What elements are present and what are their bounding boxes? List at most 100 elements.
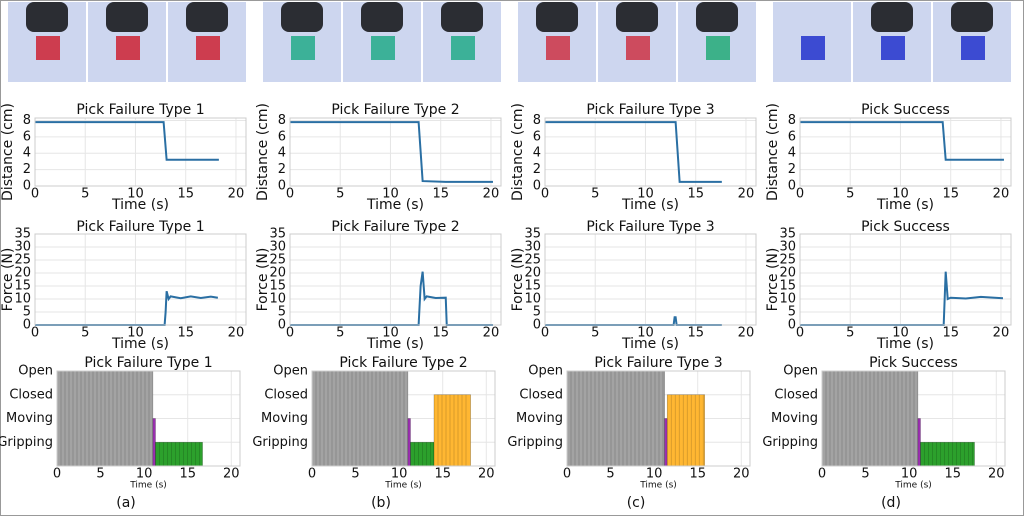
x-tick-label: 10 xyxy=(637,326,654,341)
x-tick-label: 5 xyxy=(336,326,344,341)
caption: (d) xyxy=(881,495,901,511)
plot-frame xyxy=(311,370,496,467)
x-tick-label: 5 xyxy=(96,467,104,482)
object xyxy=(291,36,315,60)
x-tick-label: 15 xyxy=(942,326,959,341)
plot-frame xyxy=(289,233,502,326)
x-axis-label: Time (s) xyxy=(366,336,424,352)
x-tick-label: 20 xyxy=(483,326,500,341)
x-tick-label: 5 xyxy=(591,326,599,341)
data-line xyxy=(800,271,1004,326)
state-bar xyxy=(666,394,705,467)
chart-title: Pick Failure Type 3 xyxy=(586,219,714,235)
state-bar xyxy=(664,418,668,467)
gripper xyxy=(106,2,148,32)
y-tick-label: 25 xyxy=(524,253,541,268)
gripper xyxy=(441,2,483,32)
x-tick-label: 15 xyxy=(687,187,704,202)
x-axis-label: Time (s) xyxy=(894,481,932,491)
x-tick-label: 20 xyxy=(478,467,495,482)
x-axis-label: Time (s) xyxy=(621,197,679,213)
plot-area xyxy=(544,233,757,326)
gripper xyxy=(616,2,658,32)
x-axis-label: Time (s) xyxy=(366,197,424,213)
y-tick-label: 0 xyxy=(23,179,31,194)
chart-title: Pick Failure Type 1 xyxy=(84,355,212,371)
gripper xyxy=(26,2,68,32)
caption: (a) xyxy=(116,495,136,511)
y-axis-label: Distance (cm) xyxy=(765,103,781,201)
y-tick-label: Moving xyxy=(261,411,308,426)
x-tick-label: 20 xyxy=(228,187,245,202)
y-tick-label: 5 xyxy=(23,305,31,320)
state-bar xyxy=(56,370,154,467)
y-tick-label: 20 xyxy=(269,266,286,281)
chart-title: Pick Failure Type 2 xyxy=(331,102,459,118)
x-axis-label: Time (s) xyxy=(384,481,422,491)
y-tick-label: 15 xyxy=(779,279,796,294)
chart-title: Pick Failure Type 3 xyxy=(586,102,714,118)
object xyxy=(801,36,825,60)
y-tick-label: 8 xyxy=(23,113,31,128)
chart-title: Pick Success xyxy=(861,102,950,118)
y-tick-label: Moving xyxy=(516,411,563,426)
y-tick-label: 5 xyxy=(278,305,286,320)
x-tick-label: 5 xyxy=(81,326,89,341)
x-tick-label: 5 xyxy=(81,187,89,202)
y-axis-label: Force (N) xyxy=(765,248,781,312)
y-tick-label: 20 xyxy=(14,266,31,281)
x-axis-label: Time (s) xyxy=(621,336,679,352)
y-tick-label: 6 xyxy=(278,129,286,144)
x-tick-label: 5 xyxy=(846,326,854,341)
y-tick-label: 35 xyxy=(14,227,31,242)
state-bar xyxy=(433,394,471,467)
plot-frame xyxy=(566,370,751,467)
state-bar xyxy=(152,418,156,467)
plot-frame xyxy=(56,370,241,467)
x-tick-label: 15 xyxy=(942,187,959,202)
y-tick-label: 0 xyxy=(788,318,796,333)
y-tick-label: Open xyxy=(18,364,53,379)
x-tick-label: 20 xyxy=(223,467,240,482)
x-tick-label: 0 xyxy=(563,467,571,482)
y-tick-label: Open xyxy=(783,364,818,379)
y-tick-label: 4 xyxy=(788,146,796,161)
x-tick-label: 20 xyxy=(738,326,755,341)
x-tick-label: 10 xyxy=(382,326,399,341)
y-tick-label: 8 xyxy=(533,113,541,128)
plot-frame xyxy=(34,233,247,326)
x-tick-label: 20 xyxy=(483,187,500,202)
x-tick-label: 15 xyxy=(944,467,961,482)
y-tick-label: 30 xyxy=(14,240,31,255)
gripper xyxy=(871,2,913,32)
chart-title: Pick Failure Type 2 xyxy=(339,355,467,371)
y-tick-label: 25 xyxy=(269,253,286,268)
y-tick-label: 30 xyxy=(524,240,541,255)
y-tick-label: 0 xyxy=(278,179,286,194)
y-tick-label: Closed xyxy=(774,387,818,402)
chart-title: Pick Failure Type 3 xyxy=(594,355,722,371)
x-tick-label: 10 xyxy=(892,187,909,202)
state-bar xyxy=(566,370,665,467)
state-bar xyxy=(311,370,409,467)
plot-frame xyxy=(544,117,757,187)
y-tick-label: 4 xyxy=(23,146,31,161)
y-tick-label: 35 xyxy=(779,227,796,242)
y-tick-label: 2 xyxy=(23,162,31,177)
x-tick-label: 0 xyxy=(31,187,39,202)
gripper xyxy=(281,2,323,32)
y-tick-label: 15 xyxy=(269,279,286,294)
y-tick-label: 10 xyxy=(269,292,286,307)
y-tick-label: Closed xyxy=(519,387,563,402)
y-tick-label: 6 xyxy=(23,129,31,144)
x-tick-label: 0 xyxy=(796,326,804,341)
y-axis-label: Distance (cm) xyxy=(255,103,271,201)
x-axis-label: Time (s) xyxy=(876,197,934,213)
y-axis-label: Distance (cm) xyxy=(510,103,526,201)
y-tick-label: 2 xyxy=(278,162,286,177)
x-axis-label: Time (s) xyxy=(111,336,169,352)
gripper xyxy=(696,2,738,32)
y-tick-label: 4 xyxy=(278,146,286,161)
object xyxy=(961,36,985,60)
